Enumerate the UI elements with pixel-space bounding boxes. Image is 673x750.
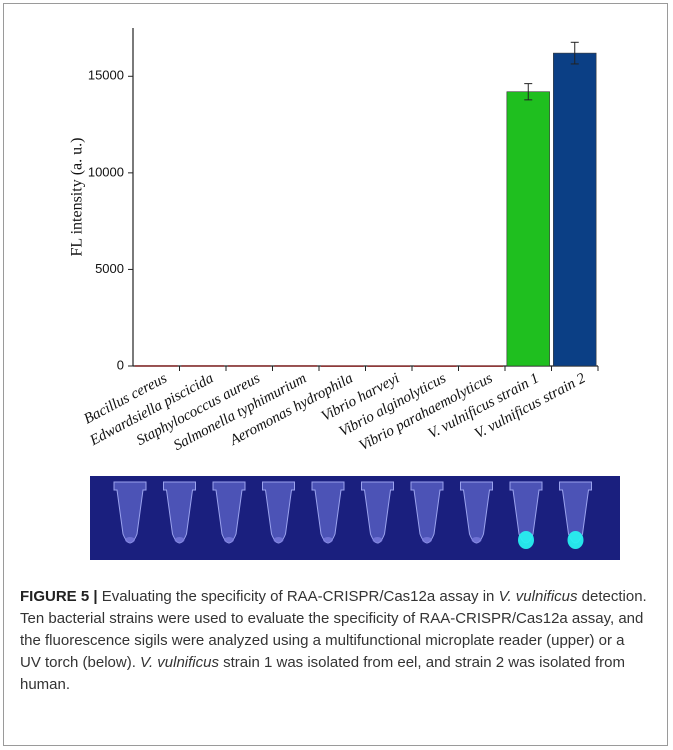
chart: FL intensity (a. u.) 050001000015000Baci… — [0, 0, 673, 580]
bar — [274, 365, 317, 367]
bar — [414, 365, 457, 367]
tube-liquid — [323, 537, 333, 543]
caption-text: V. vulnificus — [499, 588, 578, 605]
tube-liquid — [518, 531, 534, 549]
tube-liquid — [224, 537, 234, 543]
caption-text: Evaluating the specificity of RAA-CRISPR… — [102, 588, 495, 605]
tube-liquid — [373, 537, 383, 543]
bar — [367, 365, 410, 367]
caption: FIGURE 5 | Evaluating the specificity of… — [20, 586, 648, 696]
tube-liquid — [125, 537, 135, 543]
bar — [553, 53, 596, 366]
y-tick-label: 0 — [117, 357, 124, 372]
y-tick-label: 15000 — [88, 68, 124, 83]
y-tick-label: 5000 — [95, 261, 124, 276]
tube-liquid — [274, 537, 284, 543]
y-tick-label: 10000 — [88, 164, 124, 179]
tube-liquid — [568, 531, 584, 549]
bar — [135, 365, 178, 367]
caption-text: V. vulnificus — [140, 654, 219, 671]
bar — [507, 92, 550, 366]
bar — [460, 365, 503, 367]
tube-liquid — [422, 537, 432, 543]
caption-label: FIGURE 5 | — [20, 588, 98, 605]
bar — [228, 365, 271, 367]
tube-liquid — [175, 537, 185, 543]
bar — [181, 365, 224, 367]
y-axis-label: FL intensity (a. u.) — [69, 138, 86, 257]
tube-liquid — [472, 537, 482, 543]
bar — [321, 365, 364, 367]
